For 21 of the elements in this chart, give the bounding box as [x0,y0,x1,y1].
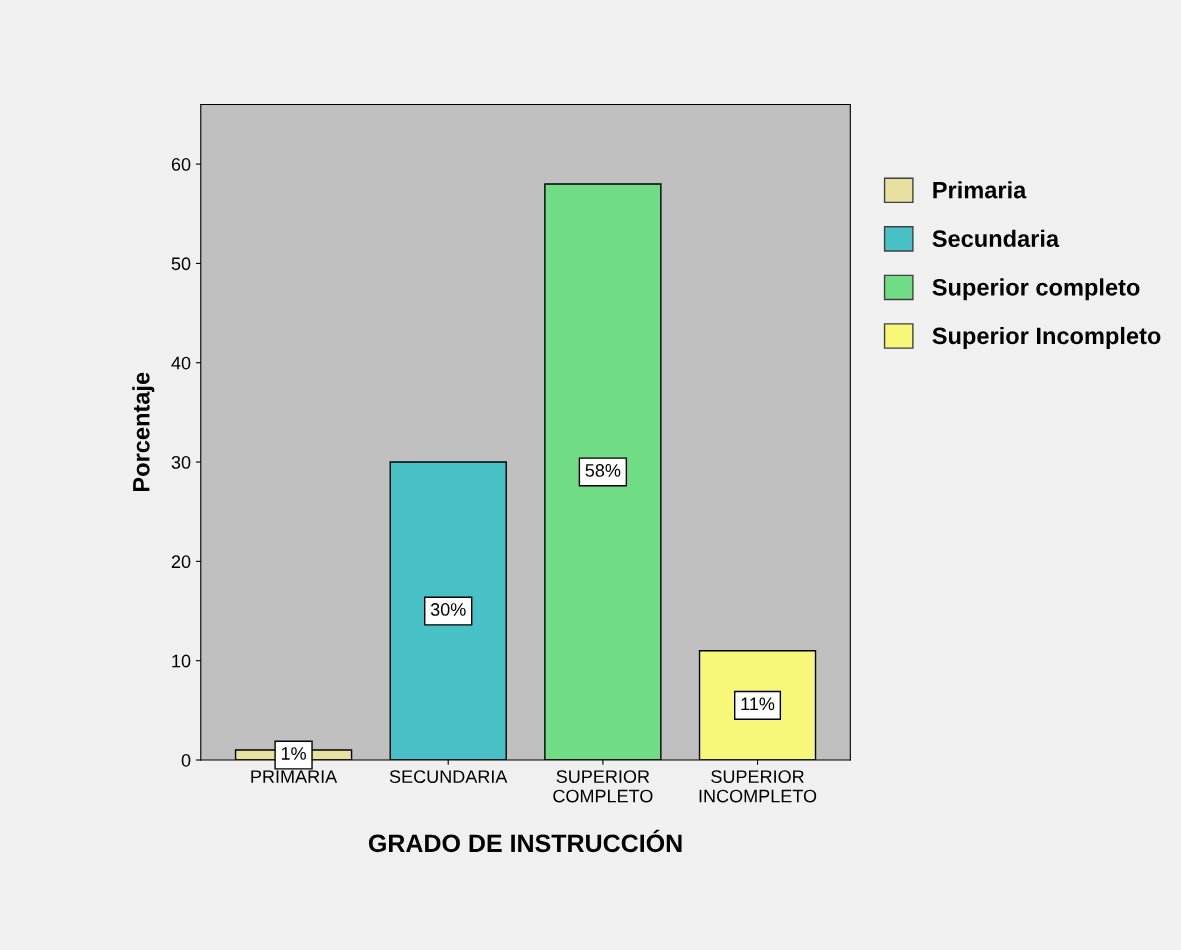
x-tick-label: SECUNDARIA [389,770,508,783]
y-tick-label: 40 [171,356,191,370]
legend-label: Primaria [933,181,1027,199]
y-tick-label: 50 [171,257,191,271]
y-axis-title: Porcentaje [132,372,155,492]
y-tick-label: 60 [171,158,191,171]
data-label: 11% [741,697,775,711]
x-tick-label: SUPERIOR COMPLETO [553,770,653,803]
x-tick-label: PRIMARIA [251,770,338,783]
data-label: 58% [585,464,621,477]
legend-label: Superior Incompleto [932,326,1161,349]
x-axis-title: GRADO DE INSTRUCCIÓN [368,829,682,853]
y-tick-label: 0 [181,753,191,767]
y-tick-label: 20 [171,555,191,569]
legend-label: Superior completo [932,278,1140,301]
legend-label: Secundaria [932,229,1060,248]
y-tick-label: 10 [172,654,191,668]
data-label: 30% [430,603,466,616]
x-tick-label: SUPERIOR INCOMPLETO [699,770,817,803]
data-label: 1% [281,747,306,760]
y-tick-label: 30 [171,455,191,469]
